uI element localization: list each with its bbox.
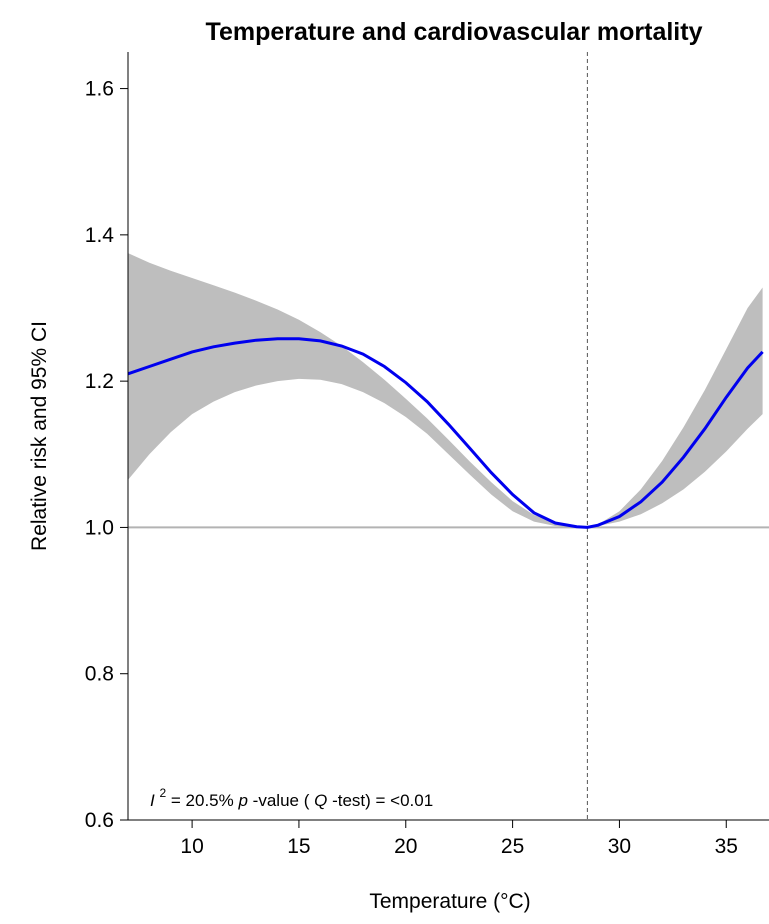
x-axis-label: Temperature (°C) (369, 890, 530, 913)
plot-area (127, 52, 769, 820)
x-tick-label: 30 (608, 835, 631, 858)
annotation-i-letter: I (150, 791, 155, 810)
y-tick-label: 1.6 (85, 78, 114, 101)
x-tick-label: 20 (394, 835, 417, 858)
annotation-q-text: -test) = <0.01 (332, 791, 433, 810)
annotation-superscript: 2 (159, 786, 166, 800)
y-tick-label: 1.2 (85, 370, 114, 393)
chart-title: Temperature and cardiovascular mortality (206, 18, 703, 46)
annotation-p-letter: p (237, 791, 247, 810)
relative-risk-line (127, 337, 764, 529)
heterogeneity-annotation: I 2 = 20.5% p -value ( Q -test) = <0.01 (150, 782, 433, 810)
y-tick-label: 1.0 (85, 516, 114, 539)
annotation-q-letter: Q (314, 791, 327, 810)
y-tick-label: 0.6 (85, 809, 114, 832)
x-tick-label: 35 (715, 835, 738, 858)
x-tick-label: 25 (501, 835, 524, 858)
confidence-band (128, 253, 763, 528)
x-ticks: 10 15 20 25 30 35 (180, 820, 738, 858)
y-axis-label: Relative risk and 95% CI (28, 321, 51, 551)
y-tick-label: 1.4 (85, 224, 115, 247)
annotation-p-text: -value ( (253, 791, 310, 810)
annotation-i2-value: = 20.5% (171, 791, 239, 810)
y-ticks: 0.6 0.8 1.0 1.2 1.4 1.6 (85, 78, 128, 832)
x-tick-label: 10 (180, 835, 203, 858)
x-tick-label: 15 (287, 835, 310, 858)
y-tick-label: 0.8 (85, 663, 114, 686)
